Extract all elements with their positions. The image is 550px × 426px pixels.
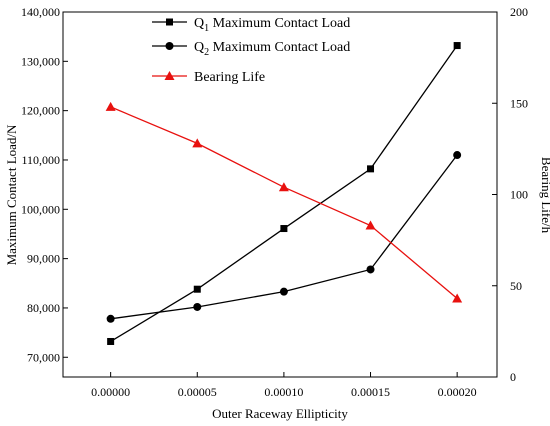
x-tick-label: 0.00015 (351, 385, 390, 399)
series-q1-max-contact-load (107, 42, 461, 345)
y-right-tick-label: 200 (510, 5, 528, 19)
x-tick-label: 0.00005 (178, 385, 217, 399)
y-left-tick-label: 130,000 (21, 54, 60, 68)
y-left-tick-label: 80,000 (27, 301, 60, 315)
y-left-tick-label: 90,000 (27, 252, 60, 266)
data-point (367, 165, 375, 173)
y-right-tick-label: 0 (510, 370, 516, 384)
data-point (453, 151, 462, 160)
x-tick-label: 0.00010 (264, 385, 303, 399)
data-point (193, 302, 202, 311)
axes: 0.00000 0.00005 0.00010 0.00015 0.00020 70,00… (21, 5, 528, 399)
data-point (279, 287, 288, 296)
y-left-tick-label: 120,000 (21, 104, 60, 118)
data-point (106, 314, 115, 323)
legend: Q1 Maximum Contact Load Q2 Maximum Contac… (152, 16, 350, 85)
legend-marker (165, 42, 174, 50)
series-line (110, 106, 458, 300)
series-bearing-life (105, 101, 463, 303)
data-point (453, 42, 461, 50)
data-point (366, 265, 375, 274)
data-point (365, 220, 376, 230)
plot-frame (62, 11, 498, 378)
y-left-tick-label: 70,000 (27, 350, 60, 364)
series-line (110, 45, 458, 343)
data-point (452, 293, 463, 303)
y-left-tick-label: 100,000 (21, 202, 60, 216)
legend-marker (164, 71, 175, 80)
data-point (193, 285, 201, 293)
y-axis-title-right: Bearing Life/h (539, 157, 550, 234)
data-point (192, 138, 203, 148)
y-axis-title-left: Maximum Contact Load/N (4, 124, 19, 265)
legend-label: Q2 Maximum Contact Load (194, 40, 350, 58)
data-point (107, 337, 115, 345)
data-point (105, 101, 116, 111)
y-right-tick-label: 100 (510, 188, 528, 202)
series-q2-max-contact-load (106, 151, 462, 323)
legend-entry: Bearing Life (152, 70, 265, 85)
x-axis-title: Outer Raceway Ellipticity (212, 406, 348, 421)
y-right-tick-label: 50 (510, 279, 522, 293)
legend-label: Bearing Life (194, 70, 265, 85)
x-tick-label: 0.00020 (438, 385, 477, 399)
legend-entry: Q1 Maximum Contact Load (152, 16, 350, 34)
legend-entry: Q2 Maximum Contact Load (152, 40, 350, 58)
data-point (280, 225, 288, 233)
y-right-tick-label: 150 (510, 96, 528, 110)
legend-label: Q1 Maximum Contact Load (194, 16, 350, 34)
x-tick-label: 0.00000 (91, 385, 130, 399)
legend-marker (166, 18, 173, 26)
y-left-tick-label: 140,000 (21, 5, 60, 19)
series-layer (105, 42, 463, 345)
data-point (278, 182, 289, 192)
y-left-tick-label: 110,000 (21, 153, 60, 167)
